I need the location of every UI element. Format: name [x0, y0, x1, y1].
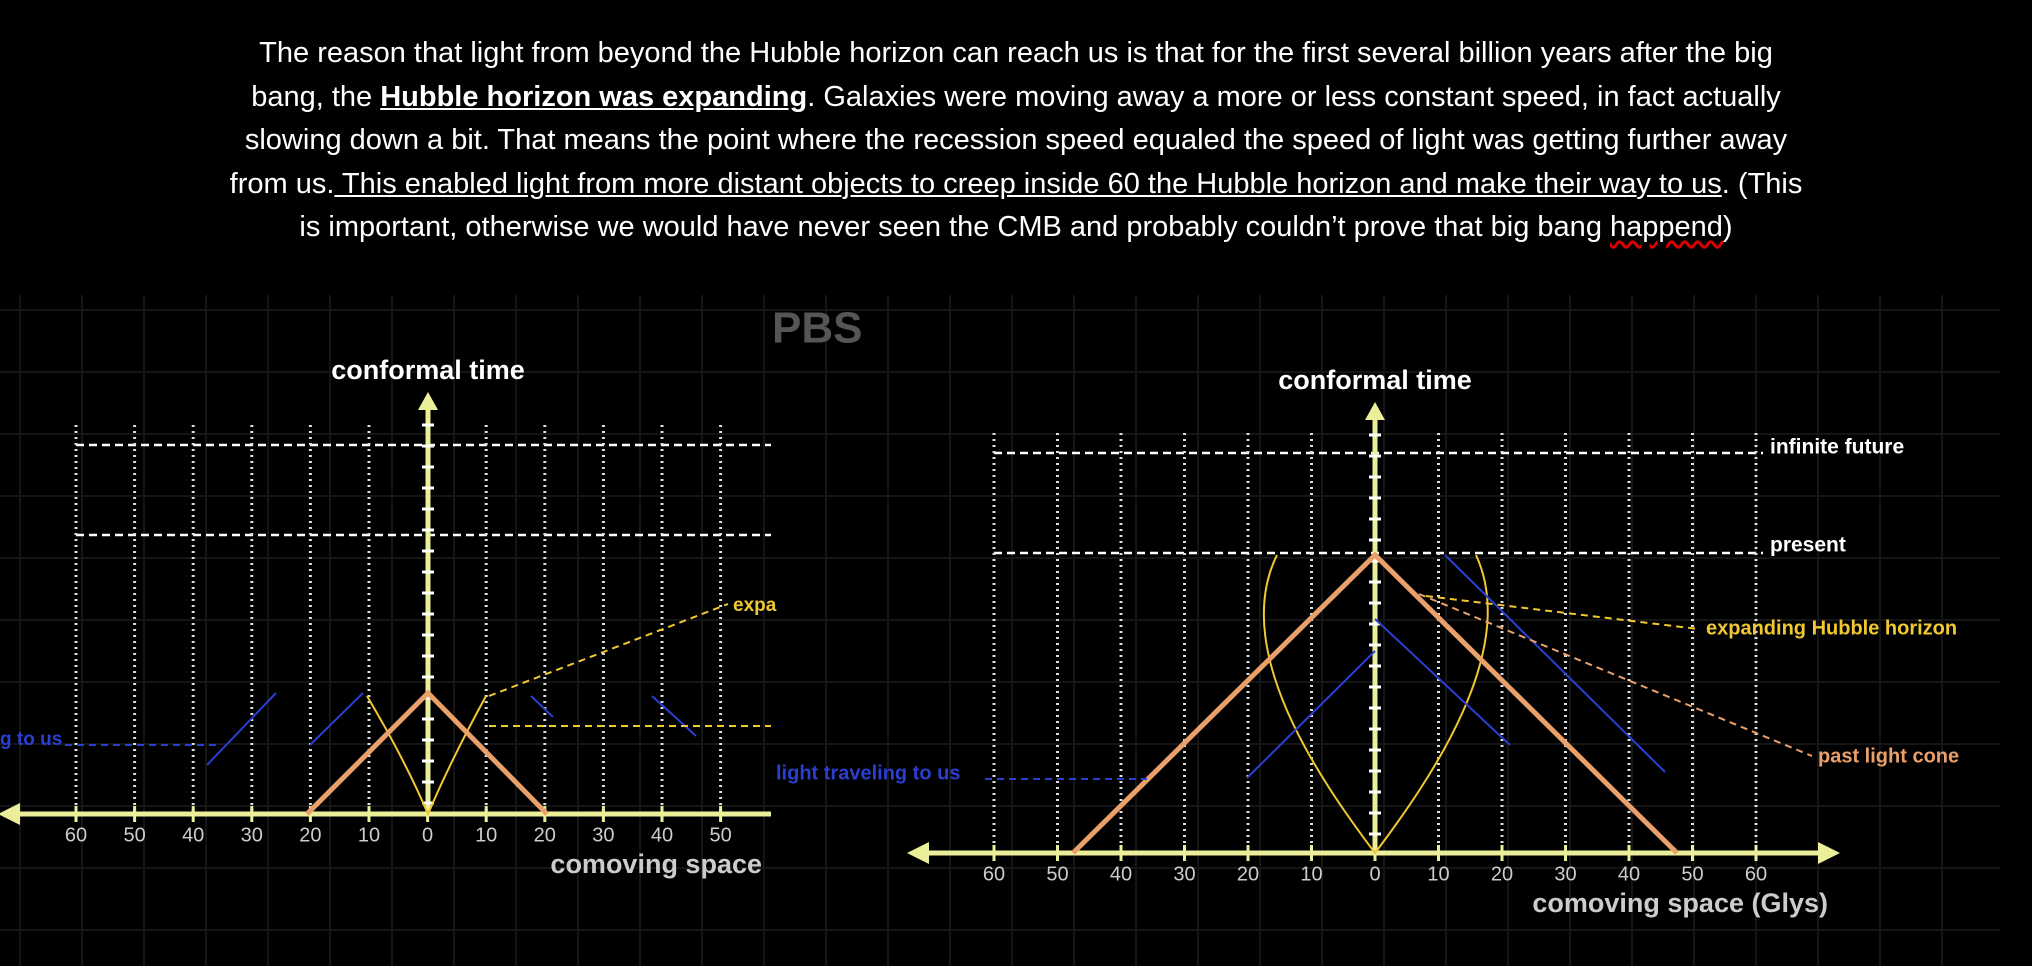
x-axis-title: comoving space — [550, 849, 762, 879]
paragraph: The reason that light from beyond the Hu… — [0, 32, 2032, 250]
x-arrow — [907, 842, 929, 864]
text: The reason that light from beyond the Hu… — [259, 37, 1773, 69]
x-tick-label: 30 — [241, 824, 263, 846]
light-ray — [309, 692, 364, 746]
light-ray — [530, 695, 554, 718]
annotation: expanding Hubble horizon — [1706, 617, 1957, 639]
x-tick-label: 40 — [651, 824, 673, 846]
text: . (This — [1721, 167, 1803, 200]
x-tick-label: 40 — [1618, 863, 1640, 885]
x-axis-title: comoving space (Glys) — [1532, 888, 1828, 918]
x-tick-label: 20 — [1491, 863, 1513, 885]
light-ray — [1246, 650, 1376, 779]
y-axis-title: conformal time — [1278, 365, 1472, 395]
past-light-cone — [1071, 551, 1679, 855]
x-tick-label: 10 — [475, 824, 497, 846]
light-ray — [1444, 554, 1666, 773]
annotation: g to us — [0, 729, 62, 750]
annotation: present — [1770, 534, 1846, 557]
x-tick-label: 60 — [1745, 863, 1767, 885]
y-arrow — [418, 392, 438, 410]
x-tick-label: 40 — [1110, 863, 1132, 885]
leader-line — [488, 603, 729, 697]
paragraph-line: from us. This enabled light from more di… — [0, 163, 2032, 207]
x-arrow — [0, 803, 20, 825]
emphasis: Hubble horizon was expanding — [380, 80, 808, 113]
x-tick-label: 10 — [358, 824, 380, 846]
text: bang, the — [251, 80, 381, 113]
x-tick-label: 50 — [1046, 863, 1068, 885]
x-tick-label: 50 — [709, 824, 731, 846]
hubble-horizon — [1262, 554, 1489, 855]
x-tick-label: 60 — [65, 824, 87, 846]
x-tick-label: 20 — [299, 824, 321, 846]
x-tick-label: 50 — [1681, 863, 1703, 885]
text: from us. — [229, 167, 335, 200]
text: slowing down a bit. That means the point… — [244, 124, 1788, 156]
light-ray — [1374, 618, 1511, 746]
watermark: PBS — [772, 304, 862, 353]
x-tick-label: 30 — [1554, 863, 1576, 885]
paragraph-line: The reason that light from beyond the Hu… — [0, 32, 2032, 76]
x-tick-label: 30 — [1173, 863, 1195, 885]
leader-line — [1418, 593, 1813, 757]
y-arrow — [1365, 402, 1385, 420]
paragraph-line: is important, otherwise we would have ne… — [0, 206, 2032, 250]
light-ray — [206, 692, 277, 766]
x-tick-label: 30 — [592, 824, 614, 846]
x-tick-label: 20 — [534, 824, 556, 846]
misspelled-word: happend — [1610, 211, 1723, 243]
leader-line — [1425, 595, 1699, 630]
y-axis-title: conformal time — [331, 355, 525, 385]
x-tick-label: 60 — [983, 863, 1005, 885]
annotation: light traveling to us — [776, 762, 960, 784]
x-tick-label: 0 — [1369, 863, 1380, 885]
x-tick-label: 0 — [422, 824, 433, 846]
light-ray — [651, 695, 697, 737]
text: . Galaxies were moving away a more or le… — [807, 80, 1781, 113]
x-arrow — [1818, 842, 1840, 864]
annotation: expa — [733, 595, 777, 616]
annotation: past light cone — [1818, 745, 1959, 767]
text: is important, otherwise we would have ne… — [299, 211, 1610, 243]
paragraph-line: bang, the Hubble horizon was expanding. … — [0, 76, 2032, 120]
x-tick-label: 50 — [123, 824, 145, 846]
x-tick-label: 40 — [182, 824, 204, 846]
annotation: infinite future — [1770, 436, 1904, 459]
text: ) — [1722, 211, 1733, 243]
x-tick-label: 10 — [1427, 863, 1449, 885]
x-tick-label: 20 — [1237, 863, 1259, 885]
past-light-cone — [305, 689, 549, 816]
underlined-text: This enabled light from more distant obj… — [334, 167, 1722, 200]
x-tick-label: 10 — [1300, 863, 1322, 885]
paragraph-line: slowing down a bit. That means the point… — [0, 119, 2032, 163]
